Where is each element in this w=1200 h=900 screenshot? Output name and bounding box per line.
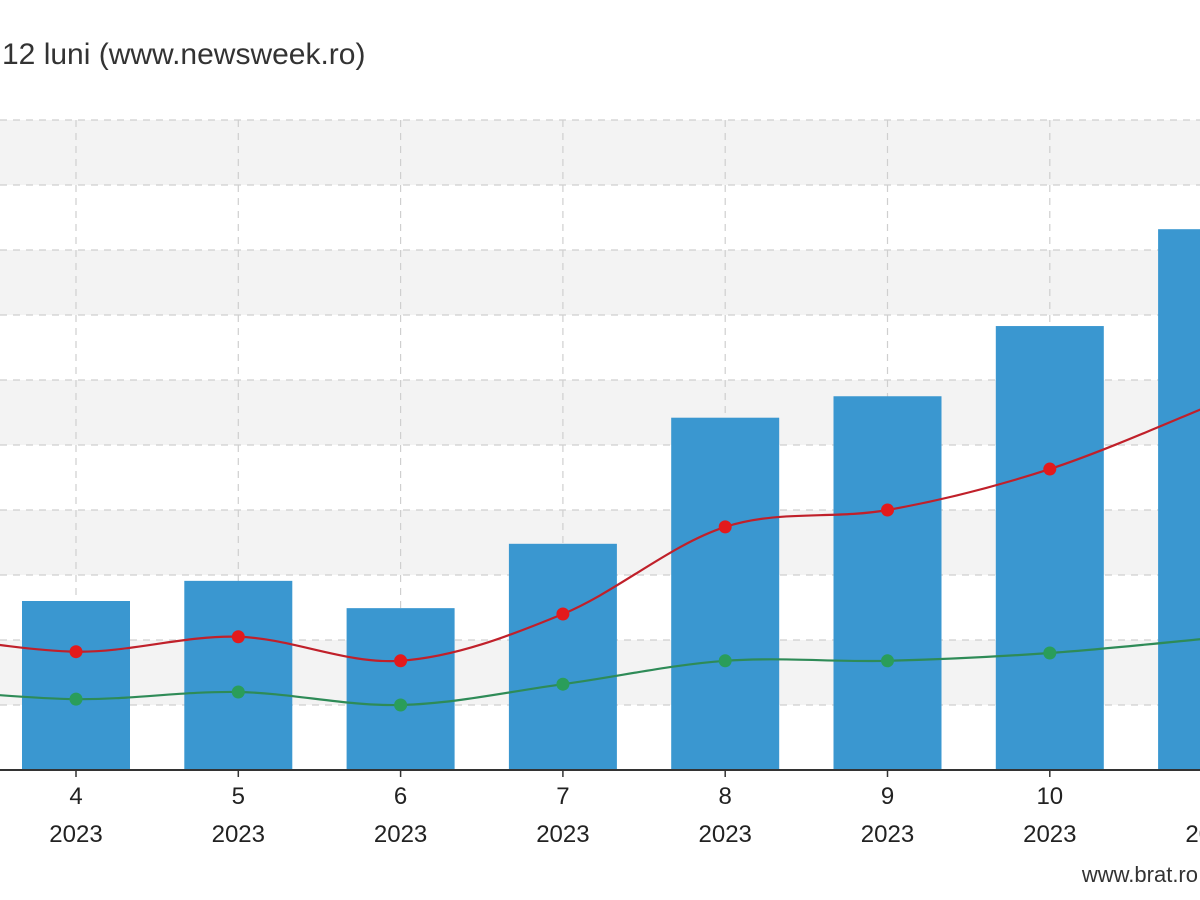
bar bbox=[1158, 229, 1200, 770]
red-point bbox=[556, 607, 570, 621]
x-tick-label-year: 2023 bbox=[699, 821, 752, 848]
green-point bbox=[718, 654, 732, 668]
green-point bbox=[394, 698, 408, 712]
bar bbox=[184, 580, 293, 770]
red-point bbox=[881, 503, 894, 517]
line-points bbox=[69, 462, 1057, 712]
bar bbox=[346, 608, 455, 770]
green-point bbox=[881, 654, 894, 668]
source-label: www.brat.ro bbox=[1081, 862, 1198, 887]
x-tick-labels: 3202342023520236202372023820239202310202… bbox=[49, 783, 1200, 848]
x-tick-label-year: 2023 bbox=[861, 821, 914, 848]
green-point bbox=[556, 677, 570, 691]
red-point bbox=[69, 645, 83, 659]
bar bbox=[995, 326, 1104, 770]
bar-series bbox=[22, 229, 1200, 770]
x-tick-label-year: 2023 bbox=[49, 821, 102, 848]
red-point bbox=[1043, 462, 1057, 476]
green-point bbox=[69, 692, 83, 706]
x-tick-label-year: 2023 bbox=[1023, 821, 1076, 848]
x-tick-label-month: 6 bbox=[394, 783, 407, 810]
x-tick-label-year: 2023 bbox=[212, 821, 265, 848]
red-point bbox=[394, 654, 408, 668]
x-tick-label-month: 8 bbox=[719, 783, 732, 810]
x-tick-label-month: 7 bbox=[556, 783, 569, 810]
plot-band bbox=[0, 120, 1200, 185]
x-tick-label-month: 5 bbox=[232, 783, 245, 810]
red-point bbox=[718, 520, 732, 534]
x-tick-label-month: 9 bbox=[881, 783, 894, 810]
red-point bbox=[231, 630, 245, 644]
x-tick-label-year: 2023 bbox=[1185, 821, 1200, 848]
x-tick-label-year: 2023 bbox=[374, 821, 427, 848]
green-point bbox=[231, 685, 245, 699]
bar bbox=[508, 543, 617, 770]
bar bbox=[671, 417, 780, 770]
x-tick-label-month: 10 bbox=[1036, 783, 1063, 810]
green-point bbox=[1043, 646, 1057, 660]
plot-band bbox=[0, 250, 1200, 315]
x-axis bbox=[0, 769, 1200, 777]
bar bbox=[833, 396, 942, 770]
x-tick-label-year: 2023 bbox=[536, 821, 589, 848]
x-tick-label-month: 4 bbox=[69, 783, 82, 810]
chart-title: 12 luni (www.newsweek.ro) bbox=[2, 38, 365, 71]
bar bbox=[22, 601, 130, 770]
